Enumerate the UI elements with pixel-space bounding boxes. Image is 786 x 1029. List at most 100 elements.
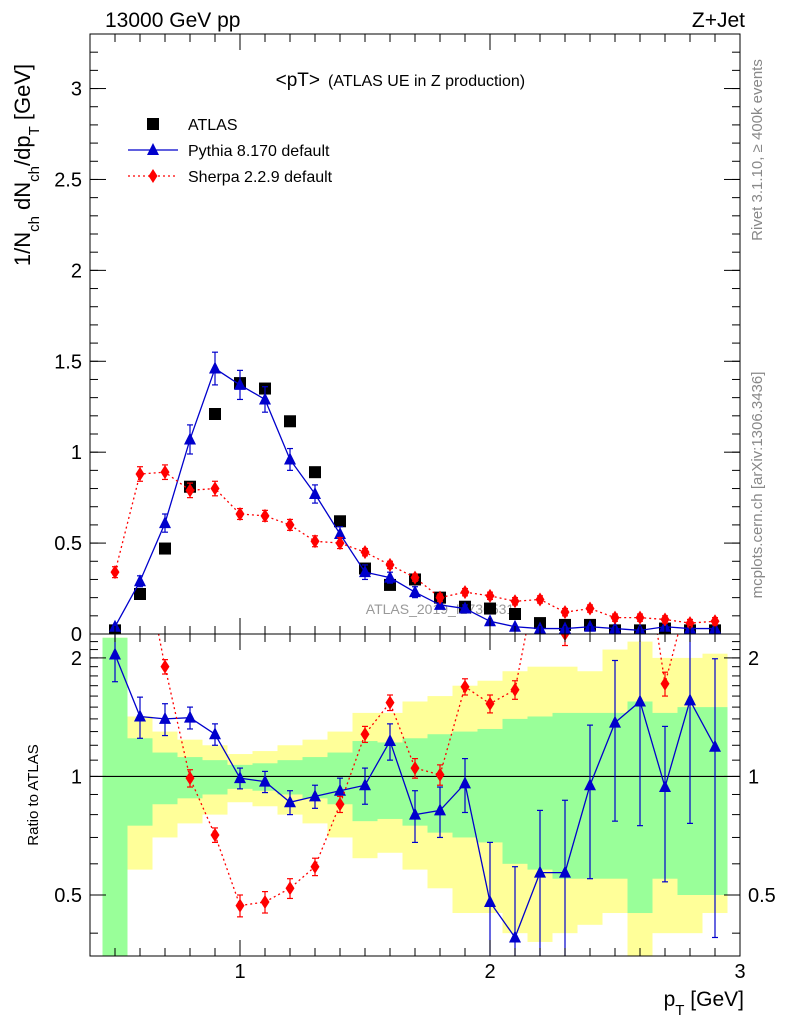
ratio-data-point xyxy=(385,695,395,710)
data-point xyxy=(284,415,296,428)
band-green xyxy=(477,728,503,843)
data-point xyxy=(185,483,195,498)
data-point xyxy=(635,610,645,625)
ratio-data-point xyxy=(234,771,246,784)
ratio-data-point xyxy=(510,682,520,697)
ratio-data-point xyxy=(609,715,621,728)
data-point xyxy=(409,585,421,598)
ratio-data-point xyxy=(285,881,295,896)
data-point xyxy=(484,602,496,615)
ratio-data-point xyxy=(584,778,596,791)
data-point xyxy=(385,557,395,572)
data-point xyxy=(410,570,420,585)
ratio-data-point xyxy=(160,659,170,674)
data-point xyxy=(585,601,595,616)
legend-label: Pythia 8.170 default xyxy=(188,143,330,160)
data-point xyxy=(535,592,545,607)
data-point xyxy=(159,542,171,555)
header-right: Z+Jet xyxy=(692,9,745,32)
data-point xyxy=(234,377,246,390)
data-point xyxy=(334,527,346,539)
data-point xyxy=(209,361,221,374)
main-ylabel: 1/Nch dNch/dpT [GeV] xyxy=(10,64,43,266)
data-point xyxy=(660,612,670,627)
data-point xyxy=(235,507,245,521)
main-frame-bg xyxy=(90,34,740,634)
data-point xyxy=(560,605,570,620)
ratio-data-point xyxy=(435,767,445,782)
main-title: <pT> (ATLAS UE in Z production) xyxy=(276,70,525,91)
data-point xyxy=(309,466,321,479)
y-tick-label: 1.5 xyxy=(54,351,82,373)
ratio-data-point xyxy=(659,780,671,793)
x-tick-label: 3 xyxy=(734,961,745,983)
ratio-data-point xyxy=(260,894,270,909)
ratio-y-tick-label: 1 xyxy=(71,766,82,788)
legend-marker xyxy=(147,143,159,155)
y-tick-label: 0 xyxy=(71,624,82,646)
legend-label: ATLAS xyxy=(188,117,238,134)
band-green xyxy=(202,760,228,795)
ratio-data-point xyxy=(210,828,220,843)
band-green xyxy=(277,760,303,795)
data-point xyxy=(309,487,321,499)
band-green xyxy=(102,637,128,956)
ratio-data-point xyxy=(434,803,446,816)
legend-label: Sherpa 2.2.9 default xyxy=(188,169,333,186)
ratio-data-point xyxy=(335,797,345,812)
ratio-data-point xyxy=(634,694,646,707)
data-point xyxy=(210,481,220,496)
ratio-data-point xyxy=(409,807,421,820)
data-point xyxy=(110,565,120,580)
ratio-data-point xyxy=(109,647,121,660)
band-green xyxy=(152,752,178,805)
ratio-data-point xyxy=(259,774,271,787)
y-tick-label: 3 xyxy=(71,79,82,101)
data-point xyxy=(209,408,221,420)
data-point xyxy=(134,574,146,587)
main-ylabel-text: 1/Nch dNch/dpT [GeV] xyxy=(10,64,43,266)
series-2 xyxy=(110,464,720,631)
y-tick-label: 2.5 xyxy=(54,169,82,191)
data-point xyxy=(160,465,170,480)
data-point xyxy=(359,565,371,578)
header-left: 13000 GeV pp xyxy=(105,9,240,32)
data-point xyxy=(435,590,445,605)
ratio-data-point xyxy=(660,676,670,691)
data-point xyxy=(284,452,296,465)
data-point xyxy=(710,614,720,629)
ratio-y-tick-label: 2 xyxy=(71,648,82,670)
data-point xyxy=(334,515,346,528)
data-point xyxy=(384,570,396,583)
main-panel: ATLAS_2019_I1736531 00.511.522.53 <pT> (… xyxy=(54,33,741,646)
ratio-data-point xyxy=(309,789,321,802)
band-green xyxy=(502,718,528,864)
ratio-series-1 xyxy=(157,634,679,918)
ratio-frame xyxy=(89,633,741,957)
data-point xyxy=(685,616,695,631)
ratio-data-point xyxy=(185,771,195,786)
ratio-data-point xyxy=(485,696,495,711)
ratio-data-point xyxy=(534,865,546,878)
data-point xyxy=(260,508,270,523)
legend: ATLAS Pythia 8.170 default Sherpa 2.2.9 de… xyxy=(128,117,333,186)
ratio-data-point xyxy=(134,709,146,722)
ratio-series-0 xyxy=(109,634,721,956)
x-axis-label: pT [GeV] xyxy=(664,988,744,1019)
ratio-data-point xyxy=(410,761,420,776)
legend-marker xyxy=(147,118,159,130)
ratio-data-point xyxy=(360,727,370,742)
ratio-data-point xyxy=(235,898,245,913)
data-point xyxy=(460,585,470,600)
rivet-label: Rivet 3.1.10, ≥ 400k events xyxy=(749,59,766,241)
ratio-data-point xyxy=(334,783,346,796)
ratio-data-point xyxy=(209,727,221,740)
ratio-y-tick-label-right: 2 xyxy=(748,648,759,670)
data-point xyxy=(159,516,171,529)
ratio-data-point xyxy=(310,859,320,874)
ratio-data-point xyxy=(284,795,296,808)
data-point xyxy=(509,619,521,632)
ratio-data-point xyxy=(459,776,471,789)
ratio-data-point xyxy=(384,734,396,747)
